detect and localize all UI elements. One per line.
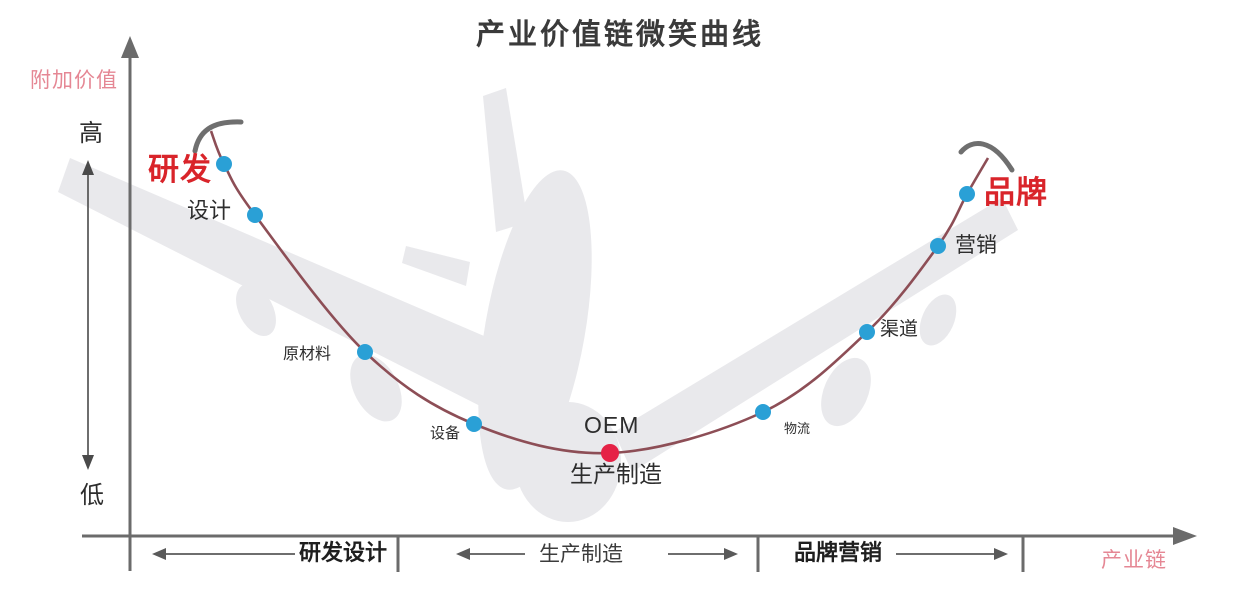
curve-point-sheji — [247, 207, 263, 223]
segment-label-manufacturing: 生产制造 — [539, 543, 623, 566]
point-label-raw-materials: 原材料 — [283, 346, 332, 363]
segment-arrows — [152, 548, 1008, 560]
point-label-marketing: 营销 — [955, 234, 997, 257]
point-label-rnd: 研发 — [148, 152, 212, 187]
point-label-design: 设计 — [187, 198, 232, 223]
point-label-brand: 品牌 — [984, 175, 1048, 210]
curve-dots — [216, 156, 975, 462]
curve-point-shebei — [466, 416, 482, 432]
diagram-title: 产业价值链微笑曲线 — [475, 19, 764, 51]
curve-point-qudao — [859, 324, 875, 340]
point-label-equipment: 设备 — [430, 425, 461, 442]
y-axis — [121, 36, 139, 571]
y-axis-label: 附加价值 — [30, 69, 118, 92]
point-label-oem: OEM — [584, 412, 640, 438]
x-axis-label: 产业链 — [1101, 549, 1167, 572]
point-label-logistics: 物流 — [784, 421, 811, 436]
curve-point-oem — [601, 444, 619, 462]
airplane-silhouette — [58, 88, 1018, 522]
curve-point-pinpai — [959, 186, 975, 202]
point-label-manufacturing: 生产制造 — [570, 461, 662, 487]
curve-point-yanfa — [216, 156, 232, 172]
segment-label-rnd-design: 研发设计 — [299, 540, 388, 565]
curve-point-yingxiao — [930, 238, 946, 254]
x-axis — [82, 527, 1197, 572]
high-low-arrow — [82, 160, 94, 470]
curve-point-wuliu — [755, 404, 771, 420]
segment-label-brand-marketing: 品牌营销 — [794, 540, 883, 565]
y-axis-low-label: 低 — [80, 482, 104, 509]
point-label-channel: 渠道 — [880, 319, 919, 340]
y-axis-high-label: 高 — [79, 120, 103, 147]
emphasis-arc-left — [192, 119, 244, 154]
emphasis-arc-right — [958, 141, 1015, 173]
curve-point-yuancailiao — [357, 344, 373, 360]
